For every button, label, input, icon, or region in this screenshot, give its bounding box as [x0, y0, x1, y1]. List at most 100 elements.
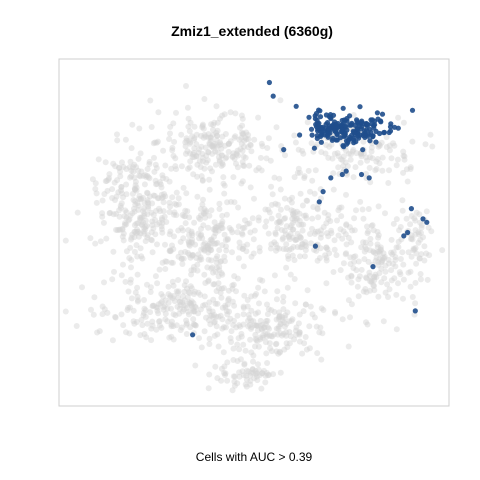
cell-point [140, 194, 146, 201]
cell-point [295, 146, 302, 153]
cell-point [232, 133, 239, 140]
cell-point [184, 148, 191, 155]
cell-point [184, 104, 191, 111]
cell-point [355, 258, 362, 265]
cell-point [212, 227, 219, 234]
cell-point [396, 227, 403, 234]
cell-point [138, 214, 145, 221]
cell-point [149, 218, 156, 225]
cell-point [276, 175, 283, 182]
cell-point [211, 319, 217, 326]
cell-point [188, 285, 195, 292]
cell-point [215, 154, 222, 161]
cell-point [153, 326, 160, 333]
cell-point [165, 283, 172, 290]
cell-point [105, 176, 112, 183]
cell-point [339, 235, 346, 242]
cell-point [175, 288, 182, 295]
cell-point [425, 224, 432, 231]
cell-point [154, 180, 160, 187]
cell-point [245, 144, 251, 151]
cell-point [148, 209, 155, 216]
cell-point [212, 161, 219, 168]
cell-point [135, 297, 141, 304]
cell-point [148, 237, 155, 244]
cell-point [287, 271, 294, 278]
cell-point [178, 255, 185, 262]
cell-point [193, 131, 200, 138]
cell-point [204, 242, 211, 249]
cell-point [118, 190, 125, 197]
cell-point [248, 325, 254, 332]
cell-point [240, 372, 247, 379]
cell-point [289, 194, 296, 201]
cell-point [292, 237, 299, 244]
cell-point [407, 268, 414, 275]
cell-point [314, 257, 321, 264]
cell-point [175, 195, 182, 202]
cell-point [136, 192, 143, 199]
cell-point [252, 368, 259, 374]
cell-point [317, 234, 324, 241]
cell-point [208, 312, 215, 319]
cell-point [186, 299, 193, 306]
cell-point [153, 207, 160, 214]
cell-point [299, 202, 306, 209]
cell-point [412, 300, 419, 307]
cell-point [168, 165, 175, 172]
cell-point [252, 343, 258, 350]
cell-point [231, 302, 238, 309]
cell-point [326, 143, 333, 150]
cell-point [145, 203, 152, 210]
cell-point [168, 305, 174, 312]
cell-point [391, 275, 398, 282]
cell-point [207, 321, 214, 328]
cell-point [184, 294, 191, 301]
cell-point [371, 283, 377, 289]
cell-point [180, 255, 187, 262]
cell-point [308, 240, 314, 247]
cell-point [287, 231, 294, 237]
cell-point [210, 314, 217, 321]
cell-point [212, 363, 219, 370]
cell-point [361, 256, 368, 263]
cell-point [258, 167, 265, 174]
cell-point [277, 369, 284, 376]
cell-point [94, 329, 101, 336]
cell-point [212, 240, 219, 247]
cell-point [211, 311, 217, 318]
cell-point [323, 280, 330, 287]
cell-point [393, 291, 400, 298]
cell-point [206, 371, 213, 378]
cell-point [184, 285, 190, 292]
cell-point [262, 339, 269, 346]
cell-point [179, 308, 186, 315]
cell-point [363, 154, 370, 161]
cell-point [192, 303, 198, 310]
cell-point [262, 223, 269, 230]
x-axis-label: Cells with AUC > 0.39 [196, 450, 313, 464]
cell-point [358, 153, 365, 160]
cell-point [318, 356, 325, 363]
cell-point [351, 258, 358, 265]
cell-point [128, 295, 135, 302]
cell-point [176, 298, 183, 305]
cell-point [213, 313, 220, 320]
cell-point [381, 275, 388, 282]
cell-point [123, 191, 130, 198]
cell-point [277, 186, 284, 193]
cell-point [255, 309, 262, 316]
cell-point [101, 306, 108, 313]
auc-cell-point [326, 123, 332, 129]
cell-point [325, 154, 332, 161]
cell-point [201, 210, 208, 217]
cell-point [360, 239, 367, 246]
cell-point [288, 317, 295, 324]
cell-point [392, 257, 399, 263]
cell-point [355, 293, 362, 300]
cell-point [326, 250, 333, 257]
cell-point [139, 322, 146, 329]
cell-point [240, 321, 247, 328]
cell-point [272, 341, 279, 348]
cell-point [273, 241, 279, 248]
